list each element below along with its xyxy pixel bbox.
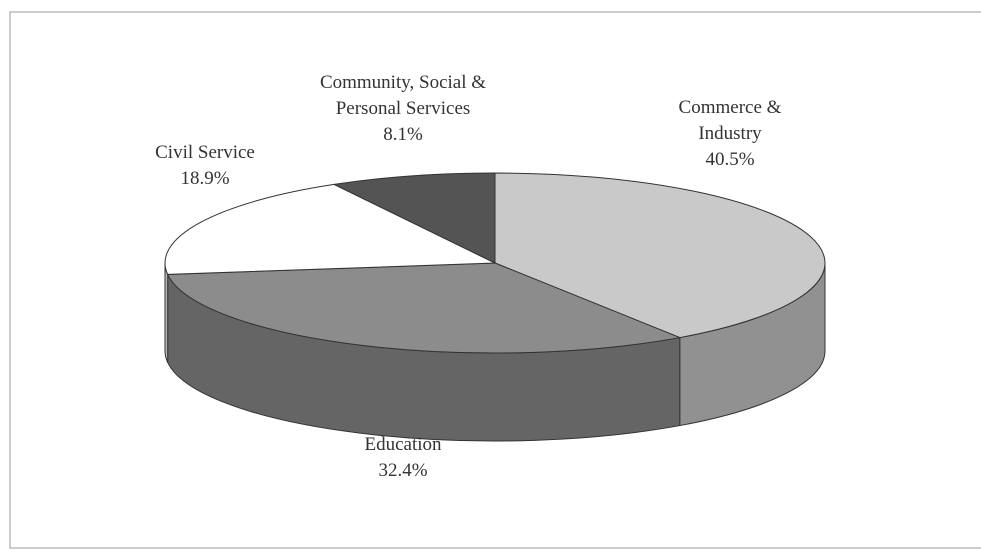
slice-side [164,262,169,363]
slice-name: Community, Social & Personal Services [319,72,487,119]
slice-value: 32.4% [378,460,428,481]
slice [494,172,826,339]
slice-label: Civil Service 18.9% [125,140,285,192]
slice [164,183,496,275]
slice-name: Commerce & Industry [678,97,782,144]
slice-label: Commerce & Industry 40.5% [645,95,815,173]
slice-label: Education 32.4% [323,432,483,484]
chart-frame [9,11,981,549]
slice-name: Education [364,434,442,455]
slice-label: Community, Social & Personal Services 8.1… [293,70,513,148]
slice-name: Civil Service [155,142,255,163]
slice-value: 18.9% [180,168,230,189]
slice [166,262,682,354]
slice [332,172,496,264]
slice-value: 40.5% [705,149,755,170]
slice-value: 8.1% [383,124,423,145]
